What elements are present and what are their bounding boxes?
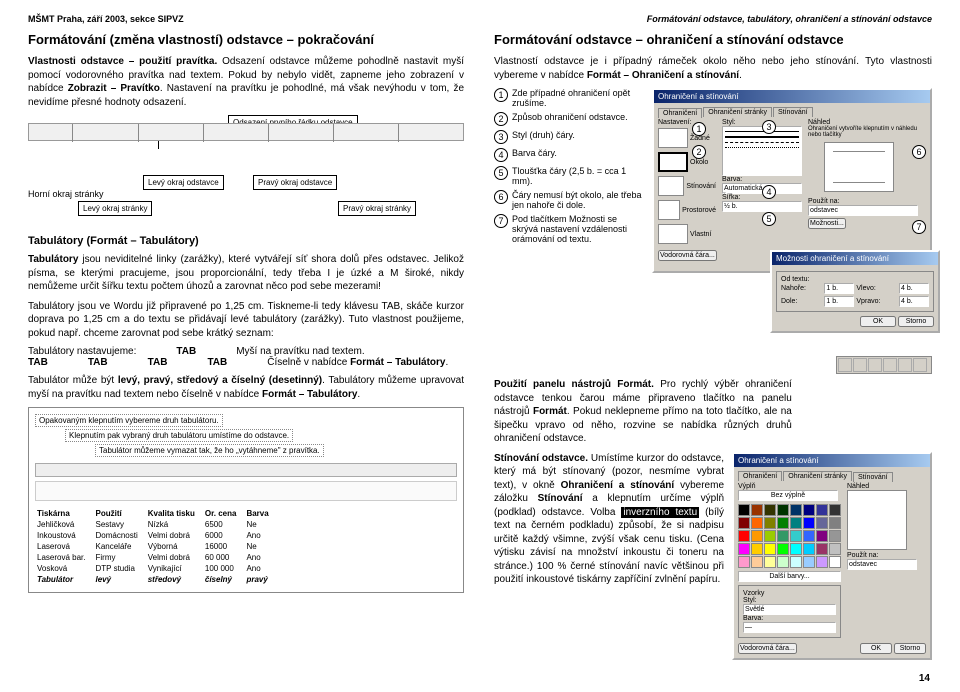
label-levy-odst: Levý okraj odstavce	[143, 175, 224, 190]
ruler-diagram: Odsazení prvního řádku odstavce Levý okr…	[28, 123, 464, 223]
page-number: 14	[919, 673, 930, 684]
dialog-ohraniceni: Ohraničení a stínování Ohraničení Ohrani…	[652, 88, 932, 273]
header-left: MŠMT Praha, září 2003, sekce SIPVZ	[28, 14, 184, 24]
left-p4: Tabulátor může být levý, pravý, středový…	[28, 374, 464, 401]
moznosti-ok[interactable]: OK	[860, 316, 896, 327]
dialog-stinovani: Ohraničení a stínování Ohraničení Ohrani…	[732, 452, 932, 660]
dialog-title: Ohraničení a stínování	[654, 90, 930, 103]
tab-stinovani[interactable]: Stínování	[773, 107, 813, 117]
printer-table: TiskárnaPoužitíKvalita tiskuOr. cenaBarv…	[35, 507, 279, 586]
left-p2: Tabulátory jsou neviditelné linky (zaráž…	[28, 253, 464, 294]
dialog-moznosti: Možnosti ohraničení a stínování Od textu…	[770, 250, 940, 333]
left-p3: Tabulátory jsou ve Wordu již připravené …	[28, 300, 464, 341]
tab-ohraniceni[interactable]: Ohraničení	[658, 108, 702, 118]
right-title: Formátování odstavce – ohraničení a stín…	[494, 32, 932, 47]
tabulatory-heading: Tabulátory (Formát – Tabulátory)	[28, 235, 464, 247]
tab-example: Tabulátory nastavujeme:TABMyší na pravít…	[28, 346, 464, 368]
tab-stranka[interactable]: Ohraničení stránky	[703, 107, 772, 117]
label-levy-str: Levý okraj stránky	[78, 201, 152, 216]
right-p2: Použití panelu nástrojů Formát. Pro rych…	[494, 378, 792, 446]
moznosti-button[interactable]: Možnosti...	[808, 218, 846, 229]
border-toolbar[interactable]	[836, 356, 932, 374]
numbered-list: 1Zde případné ohraničení opět zrušíme. 2…	[494, 88, 644, 273]
moznosti-storno[interactable]: Storno	[898, 316, 934, 327]
color-grid[interactable]	[738, 504, 841, 568]
right-p3: Stínování odstavce. Umístíme kurzor do o…	[494, 452, 724, 654]
left-title: Formátování (změna vlastností) odstavce …	[28, 32, 464, 47]
header-right: Formátování odstavce, tabulátory, ohrani…	[647, 14, 932, 24]
right-p1: Vlastností odstavce je i případný rámeče…	[494, 55, 932, 82]
left-p1: Vlastnosti odstavce – použití pravítka. …	[28, 55, 464, 109]
ruler-diagram2: Opakovaným klepnutím vybereme druh tabul…	[28, 407, 464, 593]
vodorovna-button[interactable]: Vodorovná čára...	[658, 250, 717, 261]
label-pravy-odst: Pravý okraj odstavce	[253, 175, 337, 190]
label-horni: Horní okraj stránky	[28, 189, 104, 199]
label-pravy-str: Pravý okraj stránky	[338, 201, 416, 216]
